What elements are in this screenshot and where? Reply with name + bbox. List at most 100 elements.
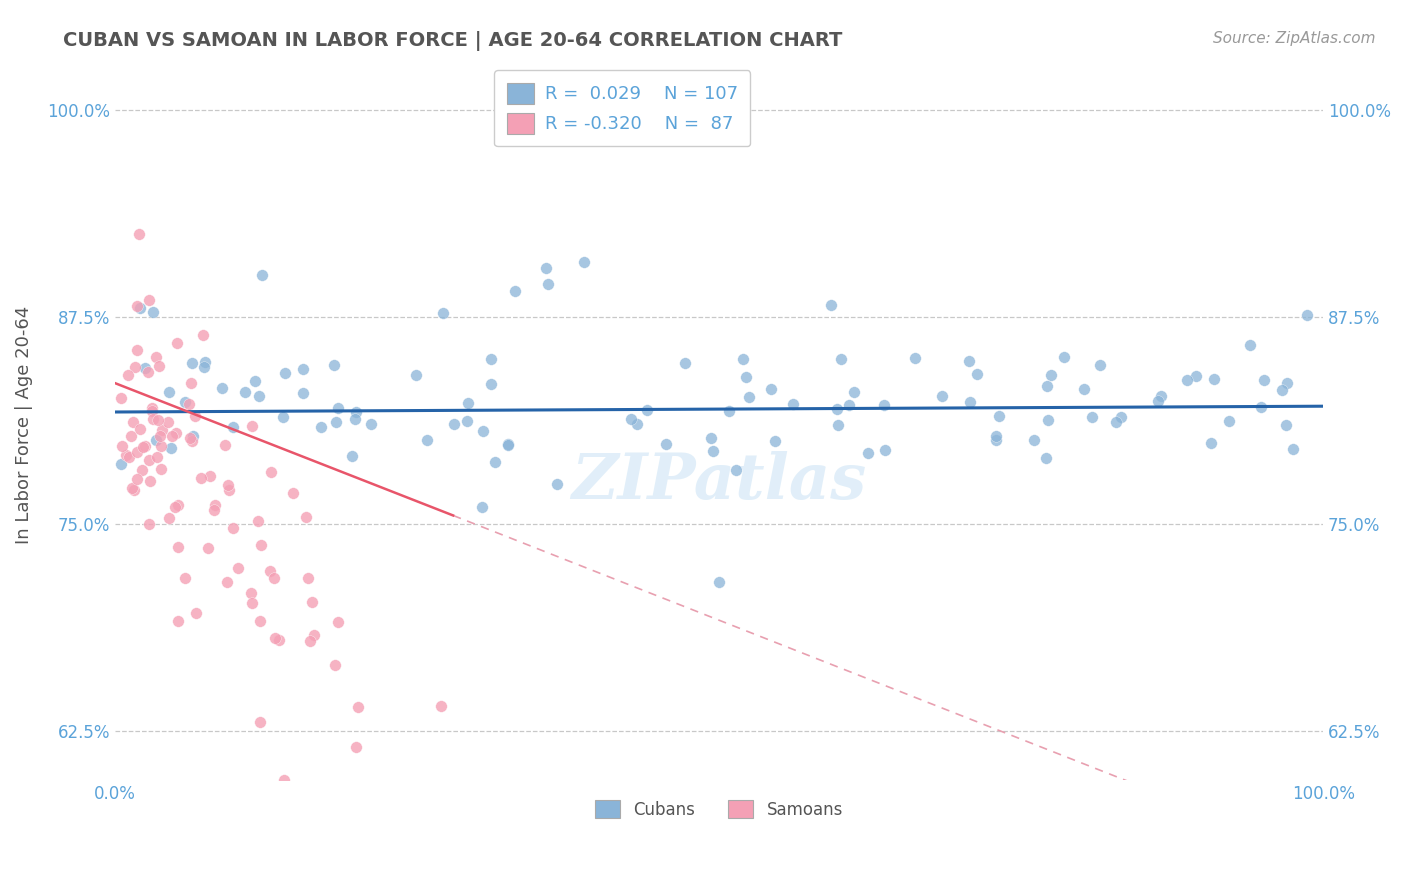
Point: [211, 381, 233, 395]
Point: [174, 395, 197, 409]
Point: [134, 439, 156, 453]
Point: [496, 436, 519, 450]
Point: [1052, 350, 1074, 364]
Point: [218, 483, 240, 498]
Point: [263, 571, 285, 585]
Point: [274, 366, 297, 380]
Point: [122, 415, 145, 429]
Point: [117, 368, 139, 383]
Point: [1239, 338, 1261, 352]
Point: [636, 403, 658, 417]
Point: [110, 439, 132, 453]
Point: [700, 431, 723, 445]
Point: [243, 374, 266, 388]
Text: ZIPatlas: ZIPatlas: [571, 450, 866, 512]
Point: [166, 336, 188, 351]
Point: [214, 438, 236, 452]
Point: [966, 368, 988, 382]
Point: [150, 439, 173, 453]
Point: [160, 441, 183, 455]
Point: [139, 474, 162, 488]
Point: [725, 463, 748, 477]
Point: [204, 498, 226, 512]
Point: [325, 415, 347, 429]
Point: [302, 627, 325, 641]
Point: [718, 403, 741, 417]
Point: [430, 698, 453, 713]
Point: [1201, 435, 1223, 450]
Point: [194, 355, 217, 369]
Point: [873, 399, 896, 413]
Point: [157, 385, 180, 400]
Point: [346, 740, 368, 755]
Point: [1250, 400, 1272, 414]
Point: [197, 541, 219, 555]
Point: [735, 370, 758, 384]
Point: [360, 417, 382, 432]
Point: [110, 391, 132, 405]
Point: [259, 564, 281, 578]
Point: [707, 574, 730, 589]
Point: [702, 444, 724, 458]
Point: [1022, 433, 1045, 447]
Point: [183, 409, 205, 424]
Point: [1036, 413, 1059, 427]
Point: [957, 354, 980, 368]
Point: [1282, 442, 1305, 457]
Legend: Cubans, Samoans: Cubans, Samoans: [588, 793, 849, 825]
Point: [1253, 373, 1275, 387]
Point: [1109, 410, 1132, 425]
Point: [177, 397, 200, 411]
Point: [125, 472, 148, 486]
Point: [294, 510, 316, 524]
Point: [110, 458, 132, 472]
Point: [875, 442, 897, 457]
Point: [180, 376, 202, 391]
Point: [1202, 372, 1225, 386]
Point: [217, 574, 239, 589]
Point: [733, 351, 755, 366]
Point: [1296, 308, 1319, 322]
Point: [481, 352, 503, 367]
Point: [121, 481, 143, 495]
Point: [167, 541, 190, 555]
Point: [186, 606, 208, 620]
Point: [443, 417, 465, 431]
Point: [416, 433, 439, 447]
Point: [328, 615, 350, 629]
Text: CUBAN VS SAMOAN IN LABOR FORCE | AGE 20-64 CORRELATION CHART: CUBAN VS SAMOAN IN LABOR FORCE | AGE 20-…: [63, 31, 842, 51]
Point: [1185, 368, 1208, 383]
Point: [183, 428, 205, 442]
Point: [959, 395, 981, 409]
Point: [323, 358, 346, 372]
Point: [344, 405, 367, 419]
Point: [471, 500, 494, 515]
Point: [655, 437, 678, 451]
Point: [120, 429, 142, 443]
Point: [479, 376, 502, 391]
Point: [260, 465, 283, 479]
Point: [827, 417, 849, 432]
Point: [134, 360, 156, 375]
Point: [820, 298, 842, 312]
Point: [222, 420, 245, 434]
Point: [190, 471, 212, 485]
Point: [240, 586, 263, 600]
Point: [1146, 394, 1168, 409]
Point: [1218, 414, 1240, 428]
Point: [931, 389, 953, 403]
Point: [249, 539, 271, 553]
Point: [574, 255, 596, 269]
Point: [160, 429, 183, 443]
Point: [297, 571, 319, 585]
Point: [323, 658, 346, 673]
Point: [191, 328, 214, 343]
Point: [496, 438, 519, 452]
Point: [149, 462, 172, 476]
Point: [1040, 368, 1063, 382]
Point: [249, 614, 271, 628]
Point: [247, 389, 270, 403]
Point: [132, 440, 155, 454]
Point: [131, 462, 153, 476]
Point: [128, 301, 150, 315]
